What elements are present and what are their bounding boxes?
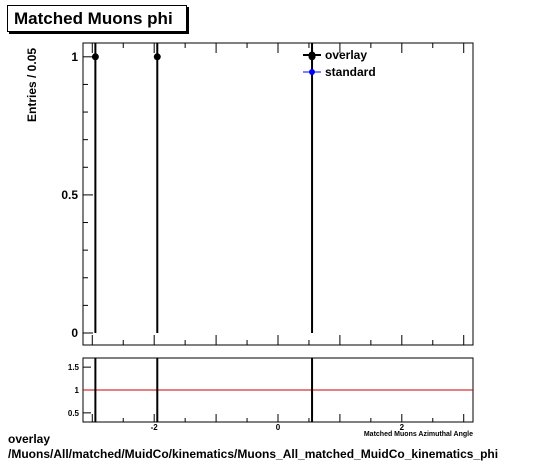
- legend-standard-label: standard: [325, 65, 376, 79]
- main-plot-frame: [82, 42, 474, 346]
- title-box: Matched Muons phi: [7, 5, 187, 32]
- chart-title: Matched Muons phi: [14, 9, 173, 28]
- legend-standard-marker: [309, 69, 315, 75]
- ratio-x-tick-label: 2: [400, 423, 405, 432]
- y-tick-label: 1: [71, 50, 78, 64]
- overlay-data-point: [153, 53, 161, 61]
- ratio-x-tick-label: -2: [151, 423, 159, 432]
- y-tick-label: 0: [71, 326, 78, 340]
- ratio-y-tick-label: 1: [75, 386, 80, 395]
- overlay-data-point: [91, 53, 99, 61]
- footer-label: overlay: [8, 432, 51, 446]
- legend-overlay-label: overlay: [325, 48, 367, 62]
- footer-path: /Muons/All/matched/MuidCo/kinematics/Muo…: [8, 447, 499, 461]
- ratio-y-tick-label: 0.5: [68, 409, 80, 418]
- y-tick-label: 0.5: [61, 188, 78, 202]
- legend-overlay-marker: [308, 51, 316, 59]
- x-axis-title: Matched Muons Azimuthal Angle: [364, 431, 473, 438]
- ratio-y-tick-label: 1.5: [68, 363, 80, 372]
- ratio-x-tick-label: 0: [276, 423, 281, 432]
